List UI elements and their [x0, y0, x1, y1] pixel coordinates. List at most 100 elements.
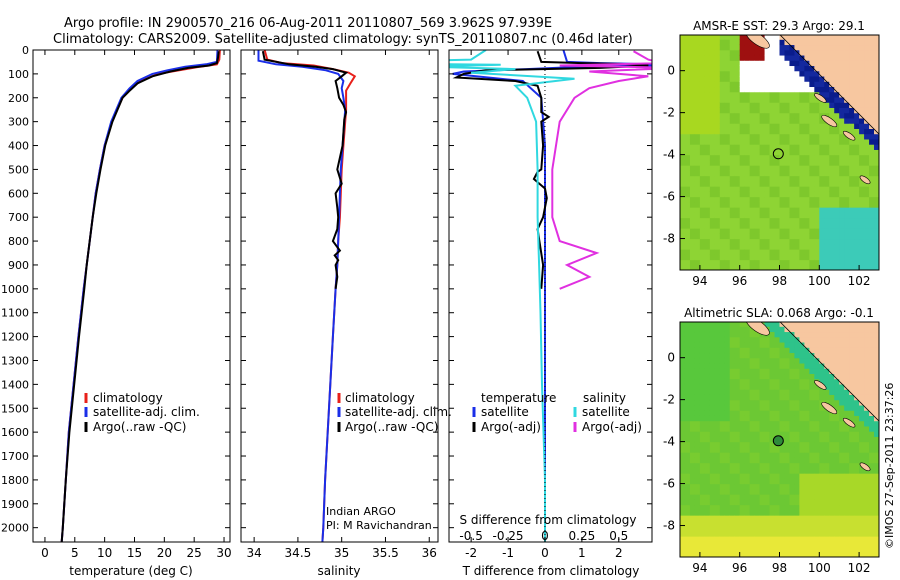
map-cell: [744, 186, 751, 192]
map-cell: [814, 541, 820, 548]
map-cell: [684, 170, 691, 177]
map-cell: [749, 86, 756, 93]
map-cell: [869, 75, 875, 82]
map-cell: [704, 39, 711, 46]
map-cell: [864, 233, 870, 240]
map-cell: [704, 436, 711, 443]
map-cell: [839, 389, 845, 395]
map-cell: [724, 39, 731, 46]
map-cell: [834, 39, 840, 46]
map-cell: [779, 180, 786, 187]
map-cell: [714, 81, 721, 88]
map-cell: [724, 112, 731, 119]
map-cell: [680, 410, 686, 416]
map-cell: [734, 515, 741, 521]
map-cell: [689, 473, 696, 479]
map-cell: [814, 102, 820, 108]
map-cell: [739, 102, 746, 108]
map-cell: [744, 504, 751, 511]
map-cell: [834, 180, 840, 187]
map-cell: [824, 357, 830, 364]
map-cell: [744, 191, 751, 198]
map-cell: [804, 54, 810, 61]
map-cell: [699, 462, 706, 469]
map-cell: [729, 133, 736, 140]
map-cell: [849, 467, 855, 474]
map-cell: [864, 54, 870, 61]
map-cell: [764, 536, 771, 542]
map-cell: [839, 165, 845, 171]
map-cell: [809, 165, 815, 171]
map-cell: [699, 159, 706, 166]
map-cell: [684, 431, 691, 437]
map-cell: [764, 222, 771, 229]
map-cell: [864, 473, 870, 479]
map-cell: [844, 499, 850, 506]
map-cell: [719, 541, 726, 548]
map-cell: [744, 249, 751, 255]
map-cell: [739, 462, 746, 469]
map-cell: [814, 196, 820, 203]
salinity-series-climatology: [263, 50, 357, 542]
map-cell: [699, 368, 706, 375]
map-cell: [834, 499, 840, 506]
map-cell: [734, 488, 741, 495]
map-cell: [774, 504, 781, 511]
map-cell: [784, 70, 791, 77]
map-cell: [774, 49, 781, 56]
map-cell: [759, 186, 766, 192]
map-cell: [784, 60, 791, 67]
map-cell: [699, 35, 706, 40]
map-cell: [784, 530, 791, 537]
map-cell: [689, 128, 696, 135]
map-cell: [744, 259, 751, 266]
t-difference-label: T difference from climatology: [462, 564, 640, 578]
map-cell: [844, 425, 850, 432]
map-cell: [789, 264, 796, 270]
map-cell: [824, 102, 830, 108]
map-cell: [799, 478, 805, 485]
map-cell: [724, 488, 731, 495]
map-cell: [849, 436, 855, 443]
map-cell: [789, 494, 796, 500]
map-cell: [839, 520, 845, 527]
map-cell: [804, 530, 810, 537]
map-cell: [829, 483, 835, 490]
map-cell: [714, 368, 721, 375]
map-cell: [874, 541, 879, 548]
map-cell: [779, 54, 786, 61]
map-cell: [684, 436, 691, 443]
temperature-x-tick-label: 0: [41, 546, 49, 560]
map-cell: [864, 170, 870, 177]
map-cell: [769, 249, 776, 255]
map-cell: [714, 357, 721, 364]
map-cell: [749, 410, 756, 416]
map-cell: [839, 238, 845, 245]
map-cell: [724, 541, 731, 548]
map-cell: [694, 520, 701, 527]
map-cell: [799, 530, 805, 537]
map-cell: [734, 467, 741, 474]
map-cell: [719, 233, 726, 240]
map-cell: [834, 264, 840, 270]
map-cell: [799, 504, 805, 511]
map-cell: [724, 394, 731, 401]
map-cell: [754, 399, 761, 406]
map-cell: [804, 473, 810, 479]
map-cell: [764, 322, 771, 327]
map-cell: [699, 331, 706, 338]
map-cell: [709, 138, 716, 145]
institute-label: Indian ARGO: [326, 505, 396, 518]
map-cell: [754, 467, 761, 474]
map-cell: [724, 238, 731, 245]
map-cell: [739, 49, 746, 56]
map-cell: [754, 525, 761, 532]
map-cell: [869, 415, 875, 422]
map-cell: [754, 551, 761, 557]
map-cell: [689, 441, 696, 448]
map-cell: [769, 165, 776, 171]
map-cell: [869, 473, 875, 479]
map-cell: [719, 191, 726, 198]
map-cell: [819, 488, 825, 495]
map-cell: [769, 81, 776, 88]
